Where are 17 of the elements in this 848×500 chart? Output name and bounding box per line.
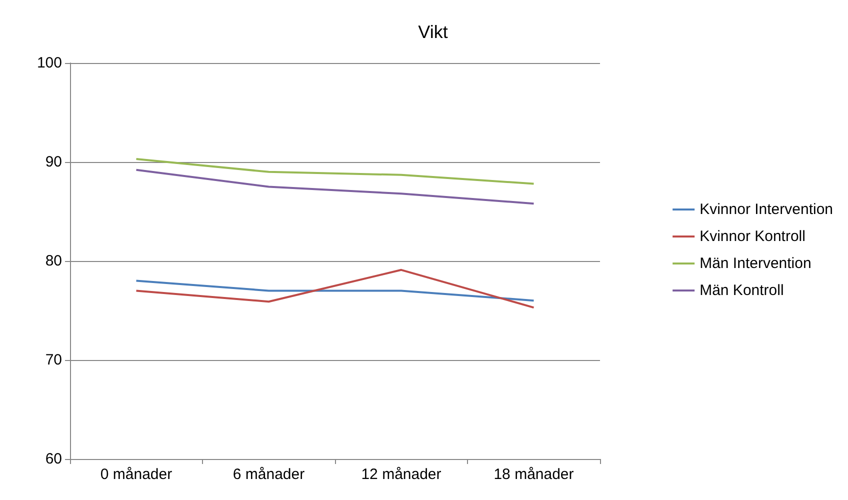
x-tick-label: 18 månader: [494, 466, 574, 483]
legend-label: Män Kontroll: [700, 282, 784, 299]
y-tick-label: 80: [45, 252, 62, 270]
line-series: [135, 168, 535, 205]
chart-title: Vikt: [418, 22, 448, 42]
line-series: [135, 268, 535, 309]
y-tick-label: 100: [36, 54, 62, 72]
legend-label: Kvinnor Intervention: [700, 201, 834, 218]
y-tick-label: 90: [45, 154, 62, 170]
x-tick-label: 6 månader: [232, 466, 305, 483]
x-tick-label: 12 månader: [361, 466, 442, 483]
y-tick-label: 60: [45, 450, 62, 468]
line-series: [135, 158, 535, 185]
x-tick-label: 0 månader: [100, 466, 172, 483]
legend-label: Män Intervention: [700, 255, 812, 272]
legend-label: Kvinnor Kontroll: [700, 228, 806, 245]
y-tick-label: 70: [45, 352, 62, 368]
